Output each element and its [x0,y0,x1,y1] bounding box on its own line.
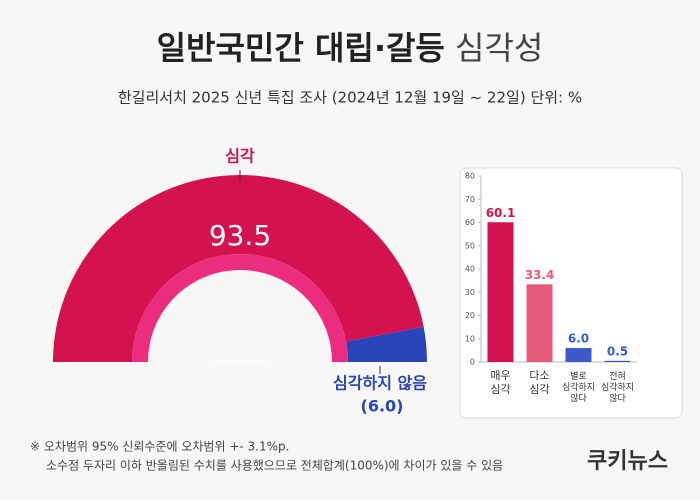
x-tick-label: 다소 심각 [529,369,549,396]
label-line: 심각하지 [601,381,634,393]
label-line: 심각 [529,383,549,396]
title-bold: 일반국민간 대립·갈등 [157,29,445,67]
title: 일반국민간 대립·갈등 심각성 [157,29,544,67]
value-label: 33.4 [525,268,555,282]
label-line: 심각 [490,383,510,396]
label-line: 전혀 [609,371,626,382]
x-tick-label: 별로 심각하지 않다 [562,371,595,404]
label-line: 다소 [529,369,549,382]
category-label: 심각하지 않음 [333,374,427,393]
bar [526,284,553,362]
label-line: 않다 [609,393,626,404]
x-tick-label: 매우 심각 [490,369,510,396]
bar [604,360,631,362]
label-line: 심각하지 [562,381,595,393]
y-tick-label: 20 [465,311,475,320]
note: 소수점 두자리 이하 반올림된 수치를 사용했으므로 전체합계(100%)에 차… [46,459,503,473]
title-light: 심각성 [455,29,543,67]
gauge-segment [346,326,427,362]
y-tick-label: 40 [465,265,475,274]
y-tick-label: 80 [465,172,475,181]
inner-ring [132,254,348,362]
y-tick-label: 30 [465,288,475,297]
value-label: (6.0) [361,397,404,416]
value-label: 60.1 [486,206,516,220]
label-line: 매우 [490,369,510,382]
subtitle: 한길리서치 2025 신년 특집 조사 (2024년 12월 19일 ~ 22일… [118,89,582,107]
bar [487,222,514,362]
gauge-segment [53,175,424,362]
x-tick-label: 전혀 심각하지 않다 [601,371,634,404]
bar [565,348,592,362]
value-label: 93.5 [209,219,271,252]
value-label: 6.0 [568,332,589,346]
y-tick-label: 50 [465,241,475,250]
label-line: 별로 [570,371,587,382]
y-tick-label: 0 [470,358,475,367]
y-tick-label: 70 [465,195,475,204]
y-tick-label: 60 [465,218,475,227]
value-label: 0.5 [607,344,628,358]
source-logo: 쿠키뉴스 [587,449,668,474]
y-tick-label: 10 [465,334,475,343]
note: ※ 오차범위 95% 신뢰수준에 오차범위 +- 3.1%p. [30,440,289,454]
bar-panel [459,167,683,419]
category-label: 심각 [225,147,255,166]
label-line: 않다 [570,393,587,404]
